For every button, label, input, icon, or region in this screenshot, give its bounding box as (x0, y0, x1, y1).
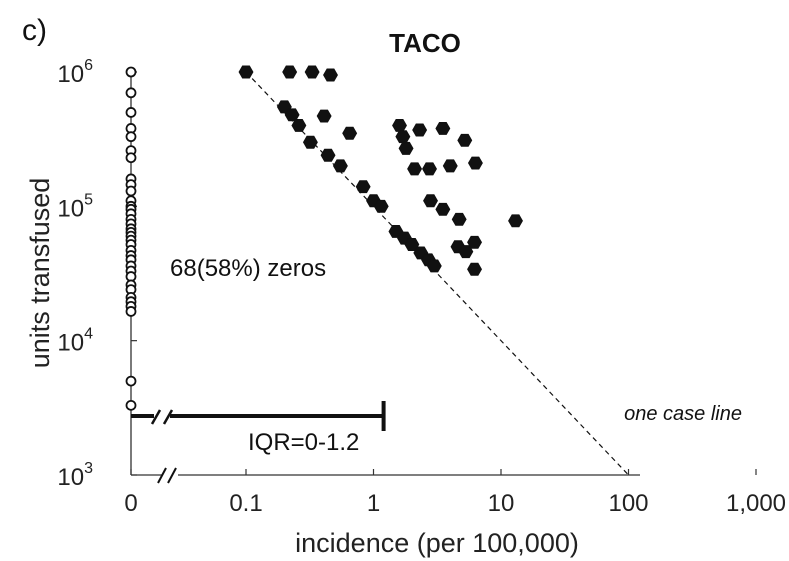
data-point (467, 156, 483, 170)
data-point (467, 235, 482, 249)
y-axis-title: units transfused (25, 178, 55, 369)
data-point (422, 162, 437, 176)
iqr-break-mark (150, 409, 162, 425)
x-tick-label: 0 (124, 490, 137, 517)
data-point (435, 121, 451, 135)
data-point (320, 148, 336, 162)
data-point (407, 162, 423, 176)
x-tick-label: 1,000 (726, 490, 786, 517)
zero-incidence-point (125, 66, 137, 78)
iqr-bar-group: IQR=0-1.2 (131, 401, 386, 456)
y-tick-label: 106 (57, 57, 93, 88)
data-point (302, 135, 318, 149)
zeros-annotation: 68(58%) zeros (170, 255, 326, 282)
data-point (304, 65, 320, 79)
zero-incidence-point (125, 87, 137, 99)
data-point (238, 65, 254, 79)
zero-incidence-point (125, 152, 137, 164)
data-point (467, 262, 482, 276)
zero-incidence-point (125, 185, 137, 197)
reference-line-label: one case line (624, 403, 742, 425)
zero-incidence-point (125, 131, 137, 143)
data-point (457, 133, 473, 147)
data-point (398, 141, 414, 155)
y-ticks: 103 104 105 106 (57, 57, 137, 491)
zero-incidence-point (125, 306, 137, 317)
x-tick-label: 10 (488, 490, 515, 517)
data-point (373, 199, 389, 213)
y-tick-label: 103 (57, 460, 93, 491)
data-point (316, 109, 332, 123)
data-point (412, 123, 428, 137)
y-tick-label: 105 (57, 191, 93, 222)
x-axis-break-mark (157, 467, 167, 484)
x-ticks: 0 0.1 1 10 100 1,000 (124, 469, 786, 517)
data-point (423, 194, 438, 208)
nonzero-incidence-points (238, 65, 523, 276)
data-point (355, 180, 371, 194)
iqr-break-mark (162, 409, 174, 425)
data-point (282, 65, 298, 79)
data-point (508, 214, 523, 228)
data-point (426, 259, 442, 273)
data-point (451, 212, 467, 226)
zero-incidence-point (125, 107, 137, 118)
data-point (435, 202, 451, 216)
chart-title: TACO (389, 28, 461, 58)
y-tick-label: 104 (57, 326, 93, 357)
data-point (395, 130, 411, 144)
data-point (323, 68, 338, 82)
data-point (291, 118, 307, 132)
x-tick-label: 1 (367, 490, 380, 517)
zero-incidence-point (125, 399, 137, 411)
x-tick-label: 0.1 (229, 490, 262, 517)
zero-incidence-point (125, 375, 137, 387)
x-tick-label: 100 (608, 490, 648, 517)
data-point (332, 159, 348, 173)
x-axis-title: incidence (per 100,000) (295, 528, 579, 558)
x-axis-break-mark (167, 467, 177, 484)
iqr-label: IQR=0-1.2 (248, 429, 359, 456)
data-point (392, 118, 407, 132)
data-point (342, 126, 358, 140)
data-point (442, 159, 458, 173)
zero-incidence-points (125, 66, 137, 411)
panel-label: c) (22, 14, 47, 47)
